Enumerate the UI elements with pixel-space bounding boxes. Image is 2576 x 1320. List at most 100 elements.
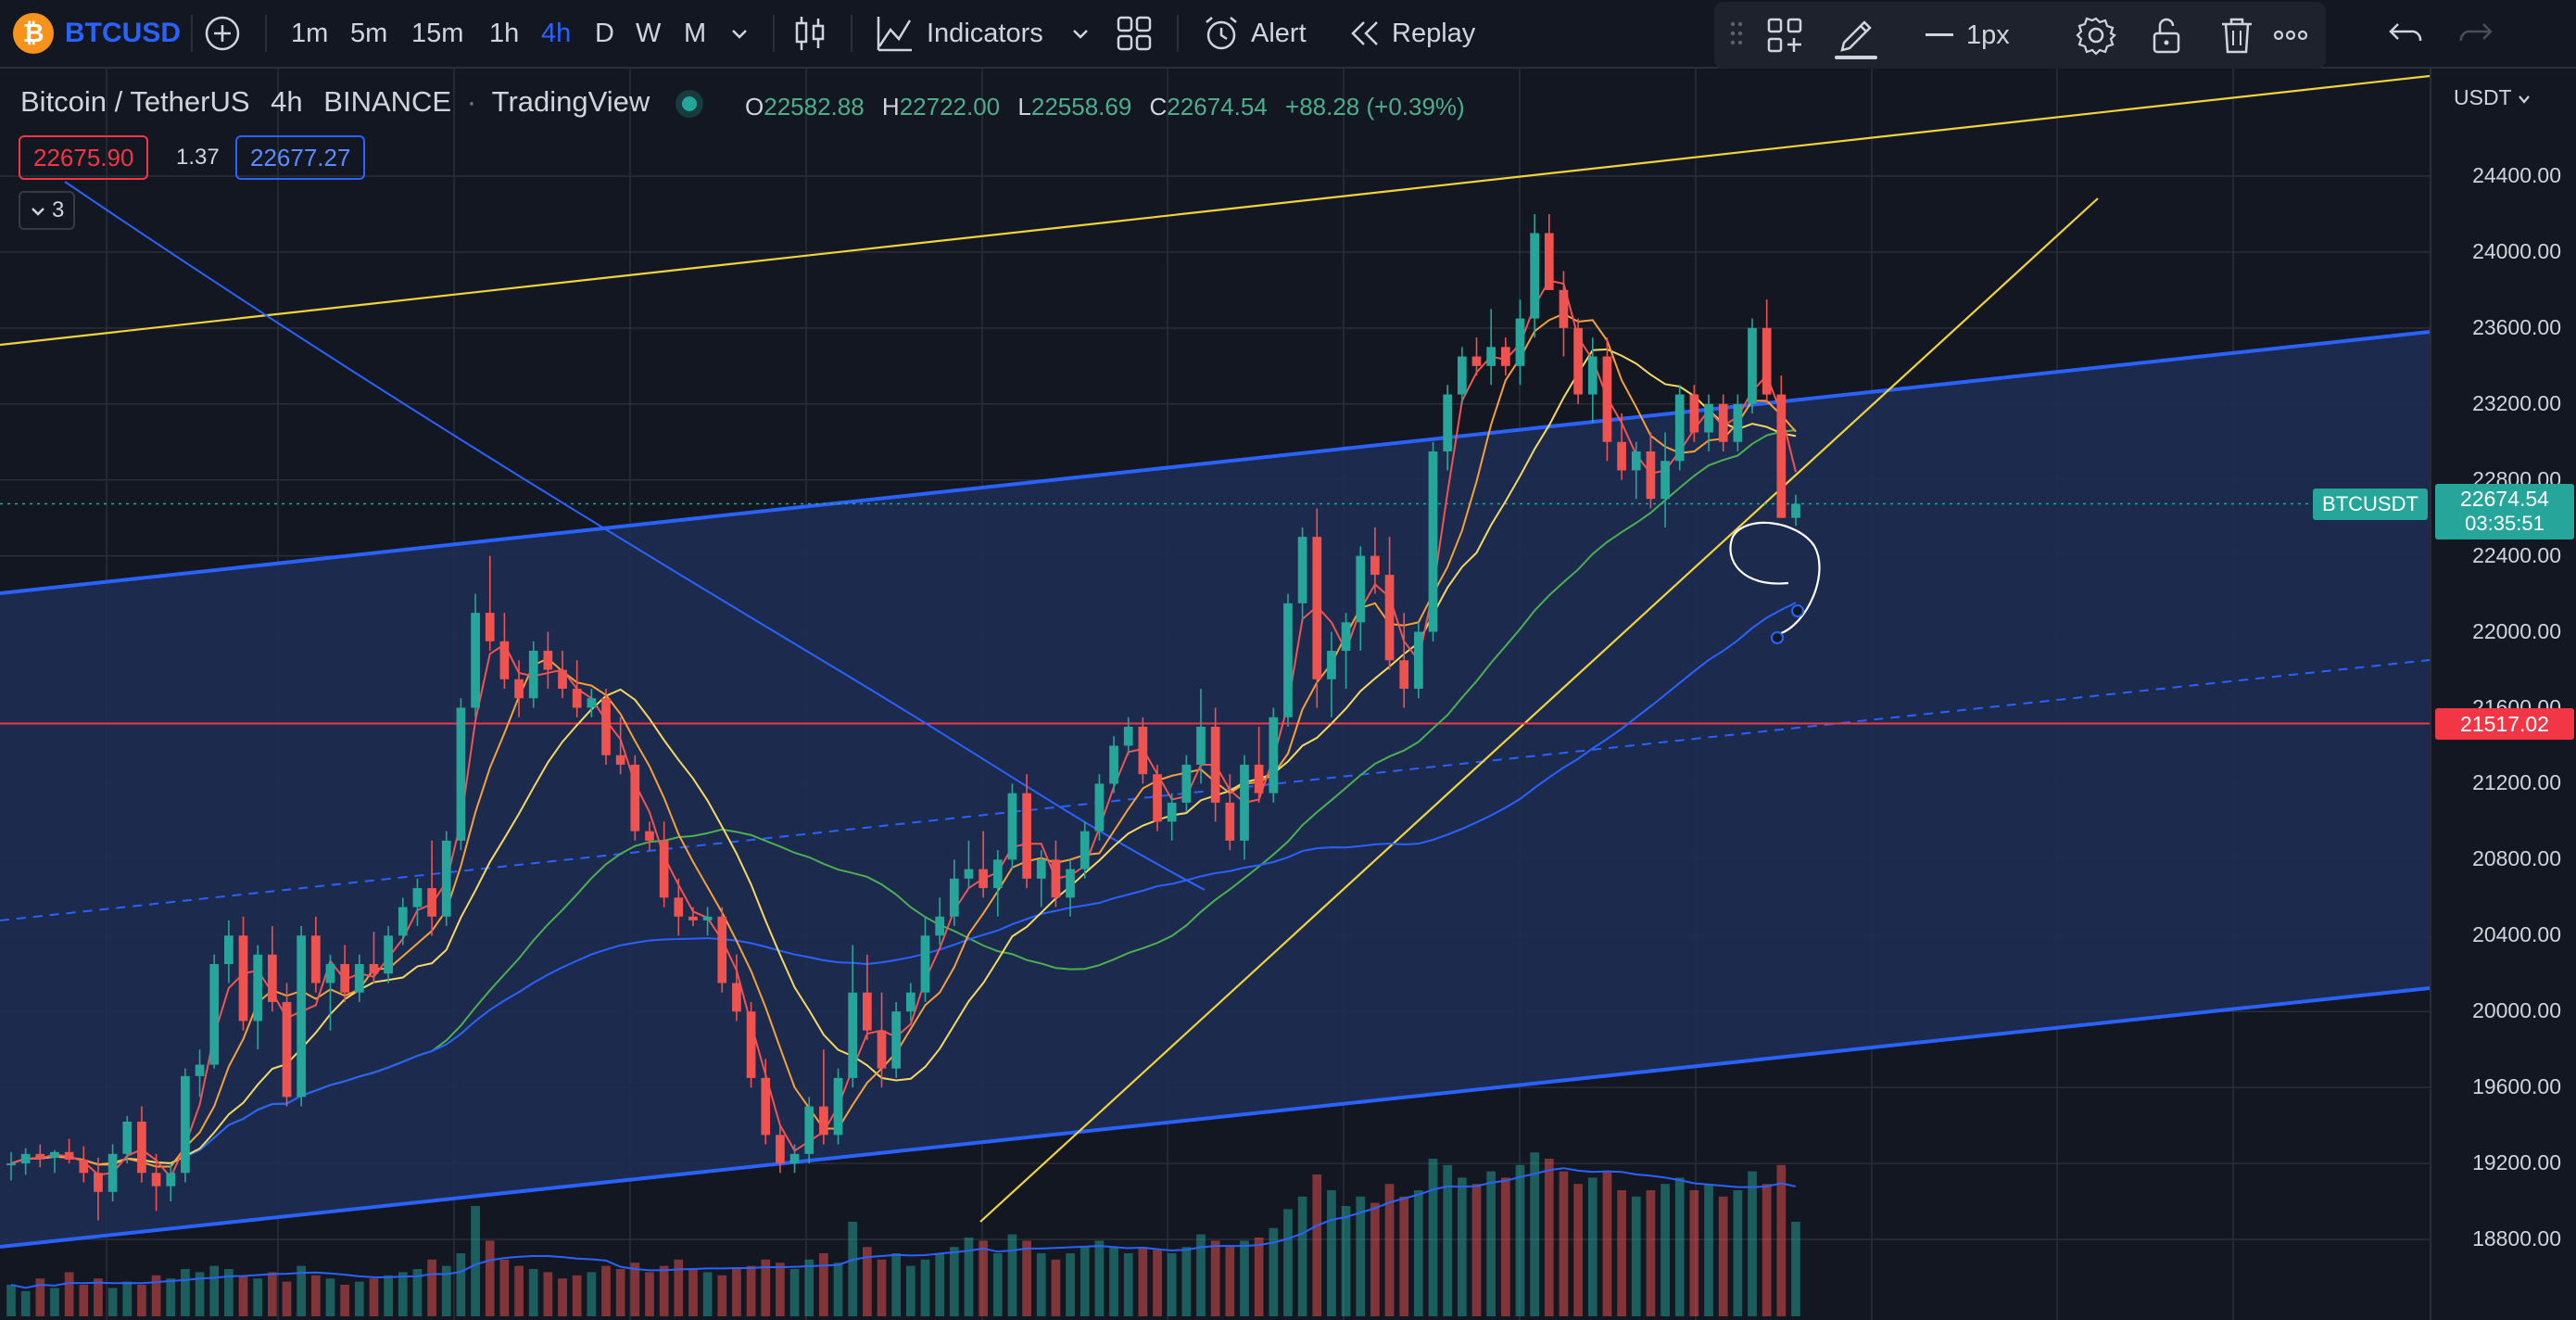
layouts-icon[interactable] bbox=[1114, 13, 1155, 54]
candle-body bbox=[1414, 631, 1423, 690]
indicators-collapse-button[interactable]: 3 bbox=[19, 191, 76, 230]
redo-icon[interactable] bbox=[2456, 13, 2496, 54]
candle-body bbox=[891, 1011, 902, 1069]
channel-top-line[interactable] bbox=[0, 330, 2430, 595]
price-tick-label: 19600.00 bbox=[2472, 1074, 2561, 1099]
volume-bar bbox=[659, 1265, 669, 1316]
undo-icon[interactable] bbox=[2385, 13, 2426, 54]
candle-body bbox=[1356, 555, 1366, 623]
sell-price-box[interactable]: 22675.90 bbox=[19, 135, 149, 180]
volume-bar bbox=[253, 1278, 263, 1316]
volume-bar bbox=[1515, 1164, 1525, 1316]
candle-body bbox=[209, 964, 220, 1065]
chevron-down-icon[interactable] bbox=[1069, 22, 1092, 44]
candle-body bbox=[688, 916, 698, 920]
spread-value: 1.37 bbox=[176, 145, 220, 170]
more-icon[interactable] bbox=[2270, 15, 2311, 56]
candle-body bbox=[310, 935, 321, 984]
volume-bar bbox=[746, 1265, 756, 1316]
candle-body bbox=[1733, 403, 1743, 442]
moving-average-red bbox=[10, 279, 1797, 1179]
volume-bar bbox=[1254, 1238, 1264, 1316]
candle-body bbox=[1530, 233, 1540, 319]
volume-bar bbox=[1153, 1250, 1162, 1316]
chart-legend: Bitcoin / TetherUS 4h BINANCE · TradingV… bbox=[20, 85, 697, 119]
candle-body bbox=[949, 878, 959, 917]
candle-body bbox=[1327, 651, 1336, 679]
drawing-handle[interactable] bbox=[1791, 604, 1804, 617]
yellow-trend-line-top[interactable] bbox=[0, 74, 2430, 347]
volume-bar bbox=[1428, 1159, 1438, 1316]
yellow-trend-line-rising[interactable] bbox=[979, 197, 2099, 1223]
currency-selector[interactable]: USDT bbox=[2454, 85, 2531, 110]
candle-body bbox=[1457, 356, 1467, 395]
candle-body bbox=[1312, 537, 1322, 679]
volume-bar bbox=[1530, 1152, 1540, 1316]
volume-bar bbox=[992, 1253, 1003, 1316]
candle-body bbox=[224, 935, 234, 965]
indicators-icon bbox=[877, 17, 912, 52]
moving-average-blue bbox=[10, 602, 1797, 1166]
volume-bar bbox=[1443, 1164, 1453, 1316]
trash-icon[interactable] bbox=[2216, 15, 2257, 56]
volume-bar bbox=[1500, 1177, 1510, 1316]
candle-body bbox=[1254, 764, 1264, 793]
interval-4h[interactable]: 4h bbox=[541, 19, 572, 48]
interval-d[interactable]: D bbox=[595, 19, 614, 48]
volume-bar bbox=[979, 1240, 988, 1316]
candle-body bbox=[732, 983, 741, 1012]
pencil-icon[interactable] bbox=[1835, 9, 1877, 59]
volume-bar bbox=[819, 1253, 828, 1316]
volume-bar bbox=[137, 1285, 146, 1316]
candle-body bbox=[572, 689, 582, 708]
channel-bottom-line[interactable] bbox=[0, 986, 2430, 1249]
candle-body bbox=[789, 1153, 800, 1164]
gear-icon[interactable] bbox=[2076, 15, 2116, 56]
interval-15m[interactable]: 15m bbox=[411, 19, 464, 48]
candle-body bbox=[1225, 802, 1235, 841]
volume-bar bbox=[79, 1285, 89, 1316]
volume-bar bbox=[1123, 1253, 1133, 1316]
compare-add-icon[interactable] bbox=[202, 13, 243, 54]
drag-handle-icon[interactable] bbox=[1727, 17, 1746, 54]
volume-bar bbox=[297, 1265, 307, 1316]
chevron-down-icon[interactable] bbox=[728, 22, 751, 44]
candle-body bbox=[1297, 537, 1307, 603]
buy-price-box[interactable]: 22677.27 bbox=[235, 135, 366, 180]
candle-body bbox=[238, 935, 248, 1022]
volume-bar bbox=[20, 1290, 31, 1316]
candle-countdown: 03:35:51 bbox=[2465, 511, 2544, 535]
symbol-price-tag: BTCUSDT bbox=[2313, 488, 2428, 520]
candles-icon[interactable] bbox=[789, 13, 830, 54]
interval-1m[interactable]: 1m bbox=[291, 19, 329, 48]
current-price-badge: 22674.54 03:35:51 bbox=[2435, 483, 2574, 539]
candle-body bbox=[354, 964, 364, 993]
volume-bar bbox=[862, 1247, 872, 1316]
open-value: 22582.88 bbox=[764, 93, 865, 121]
candle-body bbox=[195, 1064, 205, 1076]
circle-drawing[interactable] bbox=[1729, 521, 1821, 636]
interval-5m[interactable]: 5m bbox=[350, 19, 388, 48]
candle-body bbox=[819, 1106, 828, 1136]
candle-body bbox=[833, 1077, 843, 1136]
interval-w[interactable]: W bbox=[636, 19, 662, 48]
candle-body bbox=[528, 651, 538, 699]
interval-1h[interactable]: 1h bbox=[489, 19, 520, 48]
high-value: 22722.00 bbox=[899, 93, 1001, 121]
candle-body bbox=[1631, 451, 1641, 471]
blue-descending-curve[interactable] bbox=[64, 181, 1206, 891]
interval-m[interactable]: M bbox=[684, 19, 707, 48]
price-tick-label: 18800.00 bbox=[2472, 1226, 2561, 1250]
add-object-icon[interactable] bbox=[1764, 15, 1805, 56]
price-chart[interactable] bbox=[0, 69, 2430, 1320]
price-axis[interactable]: USDT 24400.00 24000.00 23600.00 23200.00 228… bbox=[2430, 69, 2576, 1320]
ohlc-values: O22582.88 H22722.00 L22558.69 C22674.54 … bbox=[745, 93, 1465, 121]
unlock-icon[interactable] bbox=[2146, 15, 2187, 56]
candle-body bbox=[935, 916, 945, 936]
candle-body bbox=[1269, 717, 1279, 793]
candle-body bbox=[325, 964, 335, 984]
legend-title[interactable]: Bitcoin / TetherUS bbox=[20, 85, 250, 118]
drawing-handle[interactable] bbox=[1771, 631, 1784, 644]
chart-pane[interactable]: Bitcoin / TetherUS 4h BINANCE · TradingV… bbox=[0, 69, 2430, 1320]
candle-body bbox=[94, 1173, 103, 1192]
